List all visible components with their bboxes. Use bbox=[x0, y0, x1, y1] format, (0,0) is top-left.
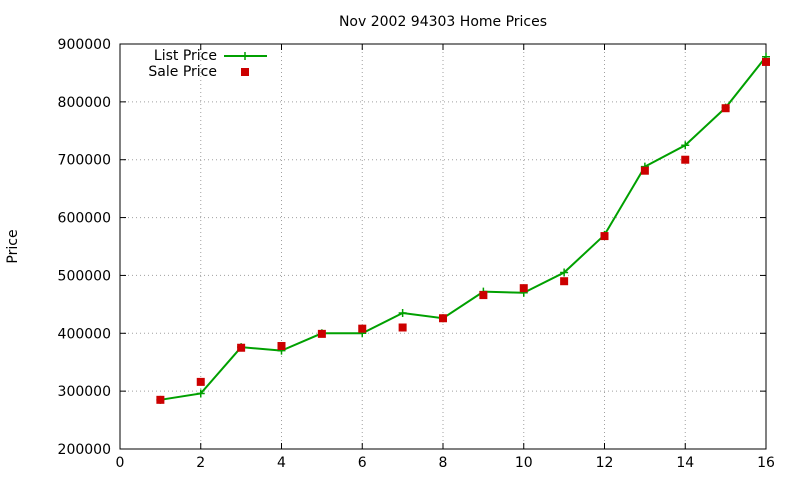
list-price-point bbox=[681, 141, 690, 150]
chart-title: Nov 2002 94303 Home Prices bbox=[339, 14, 547, 30]
y-axis-label: Price bbox=[5, 229, 21, 263]
sale-price-point bbox=[479, 291, 488, 300]
legend-marker-list-price bbox=[241, 52, 249, 60]
y-tick-label: 400000 bbox=[58, 326, 111, 342]
series-layer bbox=[156, 52, 770, 404]
sale-price-point bbox=[721, 104, 730, 113]
y-tick-label: 500000 bbox=[58, 268, 111, 284]
x-tick-label: 10 bbox=[515, 455, 533, 471]
x-tick-label: 12 bbox=[596, 455, 614, 471]
sale-price-point bbox=[560, 277, 569, 286]
legend-marker-sale-price bbox=[241, 68, 249, 76]
sale-price-point bbox=[358, 324, 367, 333]
x-tick-label: 0 bbox=[116, 455, 125, 471]
y-tick-label: 600000 bbox=[58, 211, 111, 227]
y-tick-label: 200000 bbox=[58, 442, 111, 458]
sale-price-point bbox=[156, 395, 165, 404]
x-tick-label: 16 bbox=[757, 455, 775, 471]
sale-price-point bbox=[640, 166, 649, 175]
grid bbox=[120, 44, 766, 449]
y-tick-label: 800000 bbox=[58, 95, 111, 111]
legend: List Price Sale Price bbox=[148, 48, 267, 80]
sale-price-point bbox=[277, 342, 286, 351]
list-price-point bbox=[196, 389, 205, 398]
sale-price-point bbox=[762, 57, 770, 66]
list-price-point bbox=[398, 309, 407, 318]
y-tick-label: 900000 bbox=[58, 37, 111, 53]
x-tick-label: 2 bbox=[196, 455, 205, 471]
sale-price-point bbox=[398, 323, 407, 332]
x-tick-label: 4 bbox=[277, 455, 286, 471]
sale-price-point bbox=[237, 343, 246, 352]
list-price-point bbox=[560, 268, 569, 277]
sale-price-point bbox=[600, 232, 609, 241]
y-tick-label: 700000 bbox=[58, 153, 111, 169]
x-tick-label: 6 bbox=[358, 455, 367, 471]
legend-label-sale-price: Sale Price bbox=[148, 64, 217, 80]
sale-price-point bbox=[439, 314, 447, 323]
series-line-list-price bbox=[160, 56, 767, 401]
x-tick-label: 14 bbox=[676, 455, 694, 471]
sale-price-point bbox=[317, 329, 326, 338]
sale-price-point bbox=[519, 284, 528, 293]
legend-label-list-price: List Price bbox=[154, 48, 217, 64]
x-tick-label: 8 bbox=[439, 455, 448, 471]
sale-price-point bbox=[681, 155, 690, 164]
sale-price-point bbox=[196, 377, 205, 386]
y-tick-label: 300000 bbox=[58, 384, 111, 400]
axis-ticks: 0 2 4 6 8 10 12 14 16 200000 300000 400000 500000 600… bbox=[58, 37, 775, 471]
